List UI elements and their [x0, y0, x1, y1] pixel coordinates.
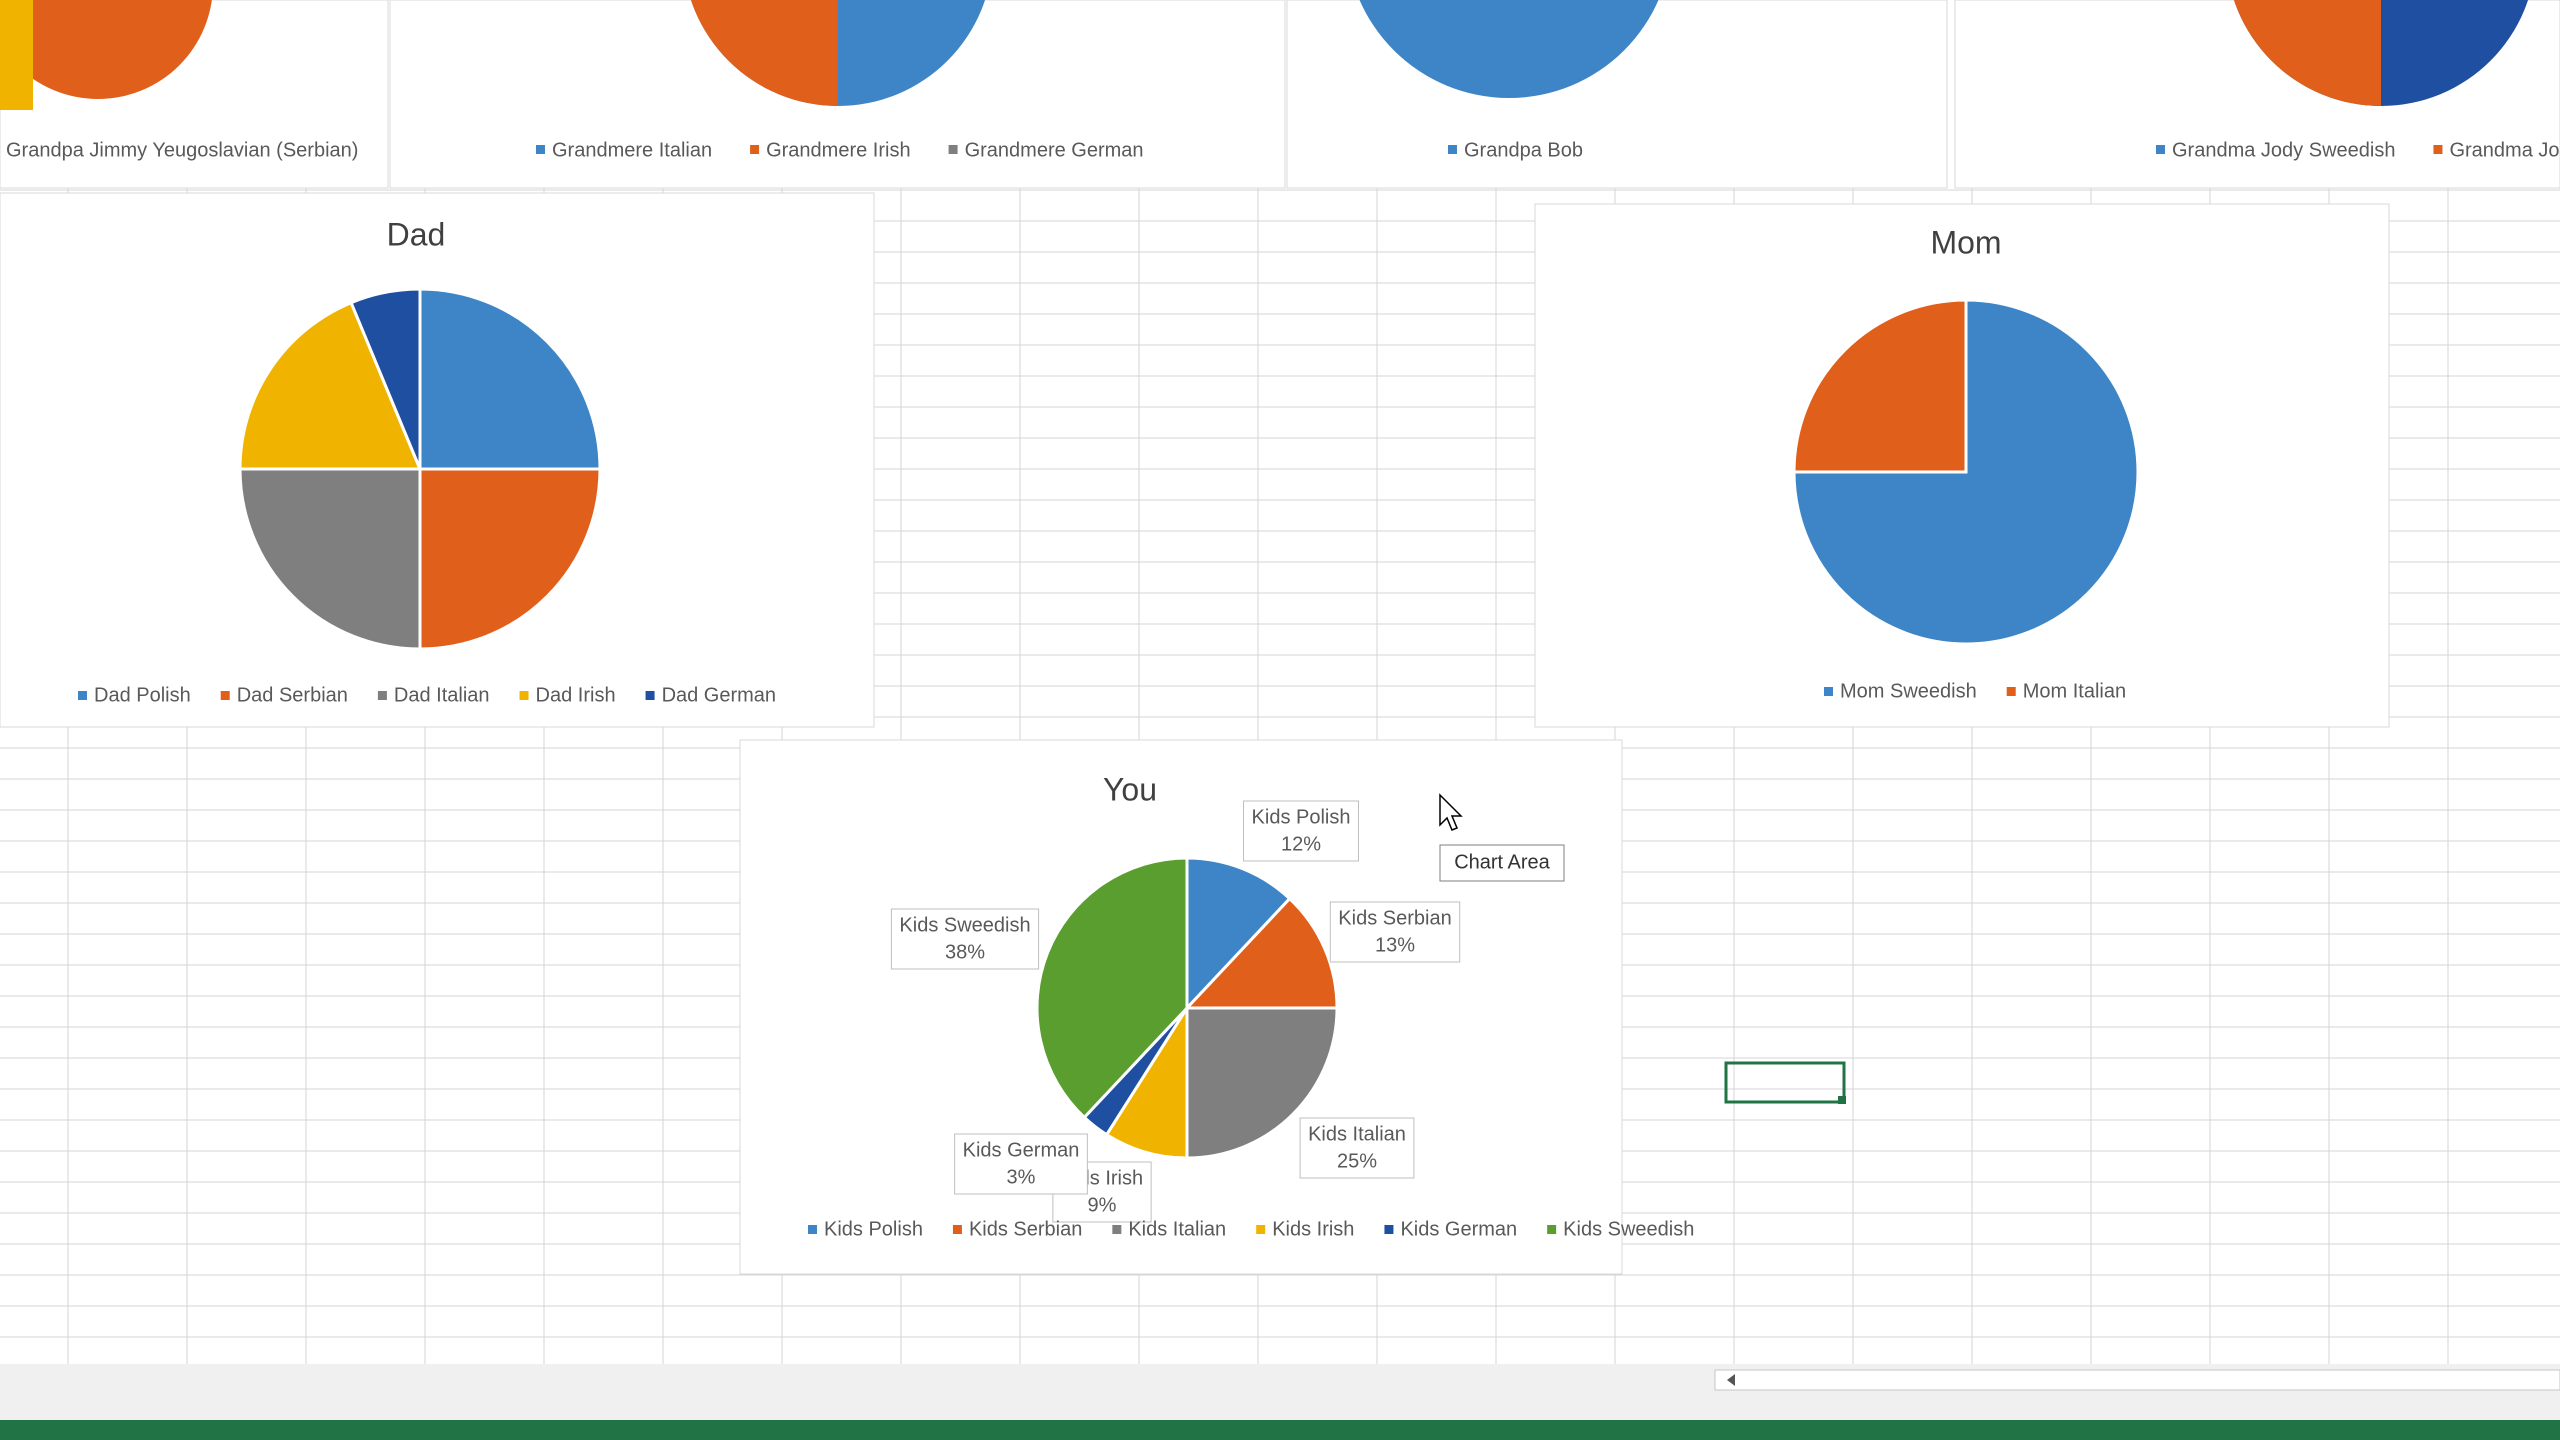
chart-title: Dad	[387, 216, 446, 252]
pie-fragment	[0, 0, 33, 110]
legend-marker	[1547, 1225, 1557, 1234]
pie-slice	[1185, 856, 1292, 1012]
tooltip-box	[1439, 844, 1565, 882]
pie-fragment	[0, 0, 212, 99]
pie-slice	[418, 467, 602, 651]
legend-marker	[2156, 145, 2165, 154]
data-label-value: 12%	[1281, 833, 1321, 855]
legend-label: Mom Sweedish	[1840, 680, 1977, 702]
legend-label: Kids Italian	[1128, 1218, 1226, 1240]
pie-slice	[349, 287, 422, 470]
pie-slice	[1792, 298, 1968, 474]
pie-fragment	[2233, 0, 2381, 106]
data-label-box	[890, 908, 1040, 970]
legend-label: Dad Serbian	[237, 684, 348, 706]
pie-slice	[1185, 1006, 1339, 1160]
legend-marker	[2006, 687, 2016, 696]
legend-marker	[952, 1225, 962, 1234]
pie-slice	[418, 287, 602, 471]
legend-marker	[1384, 1225, 1394, 1234]
pie-slice	[238, 300, 423, 471]
fill-handle[interactable]	[1838, 1096, 1846, 1104]
legend-label: Kids German	[1400, 1218, 1517, 1240]
legend-label: Dad Irish	[536, 684, 616, 706]
charts: Grandpa Jimmy Yeugoslavian (Serbian) Gran…	[6, 139, 2560, 1240]
legend-label: Dad German	[662, 684, 777, 706]
data-label-box	[954, 1133, 1088, 1195]
data-label: Kids Polish 12%	[1243, 800, 1359, 862]
legend-label: Mom Italian	[2023, 680, 2126, 702]
data-label-value: 9%	[1088, 1194, 1117, 1216]
mouse-cursor	[1439, 793, 1463, 831]
data-label-category: Kids Italian	[1308, 1123, 1406, 1145]
data-label-value: 3%	[1007, 1166, 1036, 1188]
pie-fragment	[1359, 0, 1659, 98]
legend-label: Grandmere German	[965, 139, 1144, 161]
data-label-box	[1329, 901, 1461, 963]
legend-label: Grandmere Italian	[552, 139, 712, 161]
data-label: Kids Italian 25%	[1299, 1117, 1415, 1179]
legend-marker	[78, 691, 87, 700]
legend-marker	[1256, 1225, 1266, 1234]
legend-marker	[519, 691, 529, 700]
pie-slice	[1183, 896, 1339, 1010]
legend-marker	[220, 691, 230, 700]
pie-slice	[1035, 856, 1189, 1120]
partial-pies	[0, 0, 2529, 110]
legend-label: Grandma Jody Sweedish	[2172, 139, 2395, 161]
legend-marker	[1824, 687, 1833, 696]
chart-title: Mom	[1930, 224, 2001, 260]
data-label-category: Kids Sweedish	[899, 914, 1030, 936]
legend-marker	[750, 145, 760, 154]
legend-marker	[645, 691, 655, 700]
data-label-category: Kids Serbian	[1338, 907, 1451, 929]
pie-slice	[1104, 1002, 1189, 1160]
legend-label: Grandma Jody	[2449, 139, 2560, 161]
data-label-value: 13%	[1375, 934, 1415, 956]
legend-label: Grandpa Jimmy Yeugoslavian (Serbian)	[6, 139, 358, 161]
horizontal-scrollbar[interactable]	[1714, 1369, 2560, 1391]
legend-label: Dad Polish	[94, 684, 191, 706]
legend-marker	[808, 1225, 817, 1234]
data-label: Kids Sweedish 38%	[890, 908, 1040, 970]
legend-label: Dad Italian	[394, 684, 490, 706]
selected-cell[interactable]	[1724, 1061, 1846, 1104]
data-label-category: Kids Polish	[1252, 806, 1351, 828]
legend-label: Kids Serbian	[969, 1218, 1082, 1240]
chart-title: You	[1103, 771, 1157, 807]
legend-marker	[1112, 1225, 1122, 1234]
legend-marker	[377, 691, 387, 700]
legend-marker	[948, 145, 958, 154]
scroll-left-arrow[interactable]	[1727, 1374, 1735, 1386]
data-label-value: 38%	[945, 941, 985, 963]
tooltip: Chart Area	[1454, 851, 1550, 873]
data-label-category: Kids German	[963, 1139, 1080, 1161]
data-label: Kids German 3%	[954, 1133, 1088, 1195]
legend-label: Kids Sweedish	[1563, 1218, 1694, 1240]
legend-marker	[1448, 145, 1457, 154]
legend-label: Grandmere Irish	[766, 139, 911, 161]
data-label-box	[1243, 800, 1359, 862]
legend-marker	[2433, 145, 2443, 154]
legend-label: Kids Polish	[824, 1218, 923, 1240]
pie-fragment	[690, 0, 838, 106]
taskbar-strip	[0, 1420, 2560, 1440]
data-label-value: 25%	[1337, 1150, 1377, 1172]
data-label-box	[1299, 1117, 1415, 1179]
legend-label: Grandpa Bob	[1464, 139, 1583, 161]
legend-marker	[536, 145, 545, 154]
pie-slice	[238, 467, 422, 651]
legend-label: Kids Irish	[1272, 1218, 1354, 1240]
data-label: Kids Serbian 13%	[1329, 901, 1461, 963]
